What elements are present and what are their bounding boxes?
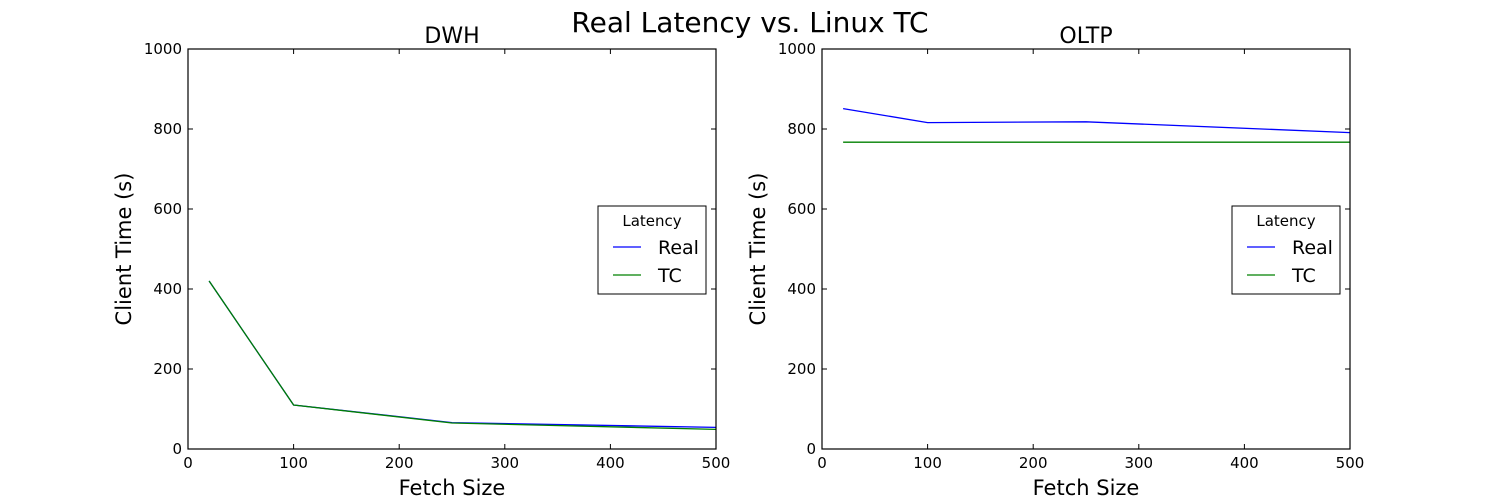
x-tick-label: 0 (183, 454, 193, 472)
oltp-chart-panel: 0 100 200 300 400 500 0 200 400 600 800 1000 OLTP Fet… (746, 24, 1364, 500)
y-tick-label: 0 (172, 440, 182, 458)
y-tick-label: 0 (806, 440, 816, 458)
oltp-y-axis-label: Client Time (s) (746, 173, 770, 326)
oltp-series-real-line (843, 107, 1351, 134)
figure-title: Real Latency vs. Linux TC (571, 6, 928, 39)
y-tick-label: 1000 (778, 40, 816, 58)
legend-box (597, 205, 707, 295)
oltp-x-axis-label: Fetch Size (1033, 476, 1140, 500)
dwh-chart-title: DWH (424, 24, 479, 49)
y-tick-label: 400 (787, 280, 816, 298)
legend-label-real: Real (658, 237, 699, 259)
y-tick-label: 200 (787, 360, 816, 378)
x-tick-label: 400 (1230, 454, 1259, 472)
x-tick-label: 200 (385, 454, 414, 472)
legend-title: Latency (622, 212, 681, 230)
y-tick-label: 800 (153, 120, 182, 138)
legend-label-real: Real (1292, 237, 1333, 259)
x-tick-label: 0 (817, 454, 827, 472)
y-tick-label: 200 (153, 360, 182, 378)
y-tick-label: 400 (153, 280, 182, 298)
oltp-axes-frame (821, 48, 1351, 450)
x-tick-label: 100 (913, 454, 942, 472)
legend-title: Latency (1256, 212, 1315, 230)
oltp-legend: Latency Real TC (1231, 205, 1341, 295)
y-tick-label: 1000 (144, 40, 182, 58)
dwh-legend: Latency Real TC (597, 205, 707, 295)
dwh-y-axis-label: Client Time (s) (112, 173, 136, 326)
y-tick-label: 600 (787, 200, 816, 218)
dwh-x-axis-label: Fetch Size (399, 476, 506, 500)
x-tick-label: 500 (1336, 454, 1365, 472)
x-tick-label: 400 (596, 454, 625, 472)
oltp-chart-title: OLTP (1059, 24, 1112, 49)
dwh-axes-frame (187, 48, 717, 450)
x-tick-label: 200 (1019, 454, 1048, 472)
legend-box (1231, 205, 1341, 295)
dwh-chart-panel: 0 100 200 300 400 500 0 200 400 600 800 1000 DWH Fetc… (112, 24, 730, 500)
legend-label-tc: TC (657, 265, 682, 287)
legend-label-tc: TC (1291, 265, 1316, 287)
y-tick-label: 800 (787, 120, 816, 138)
x-tick-label: 300 (490, 454, 519, 472)
x-tick-label: 100 (279, 454, 308, 472)
dwh-series-tc-line (208, 280, 717, 431)
y-tick-label: 600 (153, 200, 182, 218)
x-tick-label: 500 (702, 454, 731, 472)
x-tick-label: 300 (1124, 454, 1153, 472)
